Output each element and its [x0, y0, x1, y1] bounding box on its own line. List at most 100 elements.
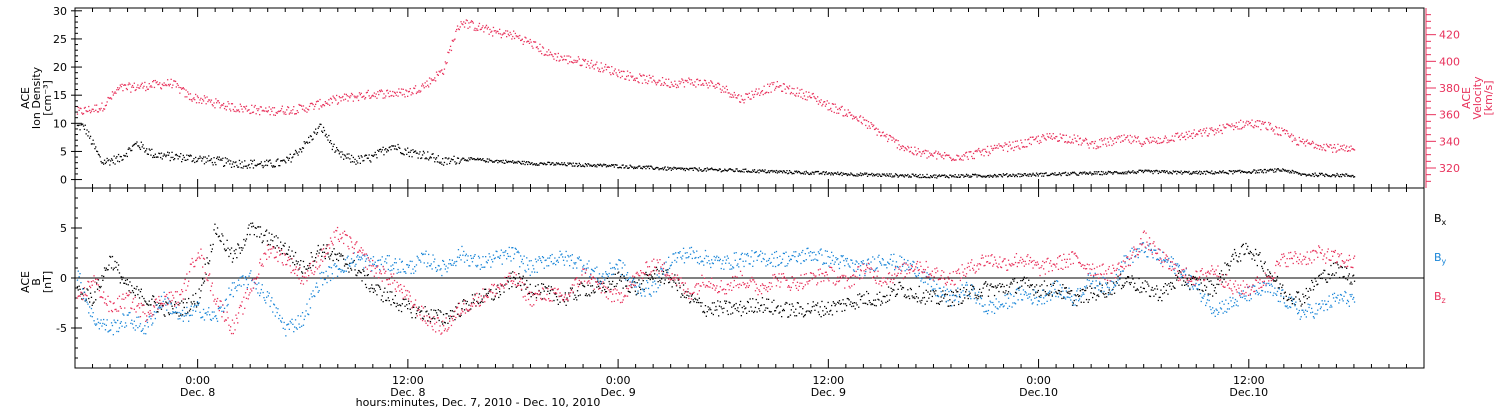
by-point	[398, 271, 400, 273]
bx-point	[845, 305, 848, 307]
density-point	[1208, 172, 1210, 174]
velocity-point	[114, 91, 116, 93]
by-point	[181, 315, 183, 317]
velocity-point	[927, 150, 929, 152]
bx-point	[181, 314, 184, 316]
bx-point	[1259, 252, 1261, 254]
density-point	[517, 160, 519, 162]
density-point	[1297, 171, 1299, 174]
bx-point	[113, 267, 115, 269]
velocity-point	[329, 104, 331, 106]
density-point	[1202, 173, 1204, 175]
bx-point	[1318, 275, 1320, 277]
density-point	[323, 129, 326, 132]
velocity-point	[1085, 137, 1087, 140]
density-point	[1334, 176, 1336, 178]
bx-point	[1170, 281, 1172, 284]
velocity-point	[1018, 147, 1020, 149]
velocity-point	[1042, 134, 1044, 136]
bx-point	[681, 293, 683, 295]
density-point	[1204, 170, 1206, 173]
velocity-point	[973, 157, 975, 160]
density-point	[740, 170, 742, 172]
by-point	[156, 304, 158, 306]
bx-point	[424, 306, 426, 308]
by-point	[255, 288, 257, 290]
density-point	[169, 159, 171, 162]
bx-point	[537, 284, 539, 286]
velocity-point	[518, 37, 520, 39]
bx-point	[1117, 275, 1119, 277]
velocity-axis-title-line: Velocity	[1471, 76, 1484, 120]
bx-point	[160, 308, 163, 310]
density-point	[743, 171, 745, 173]
velocity-point	[168, 85, 170, 87]
velocity-point	[412, 93, 414, 95]
density-point	[1259, 169, 1261, 171]
bx-point	[168, 313, 170, 316]
velocity-point	[489, 28, 491, 31]
bx-point	[970, 284, 972, 286]
density-point	[540, 162, 542, 164]
bx-point	[1353, 280, 1356, 282]
by-point	[381, 256, 383, 258]
velocity-point	[188, 98, 191, 101]
bx-point	[259, 226, 262, 228]
density-point	[1090, 172, 1092, 174]
by-point	[134, 329, 136, 331]
velocity-point	[692, 84, 694, 86]
velocity-point	[434, 77, 436, 79]
bx-point	[1275, 280, 1277, 282]
velocity-point	[146, 88, 149, 90]
density-point	[1092, 173, 1095, 175]
density-point	[725, 170, 728, 172]
velocity-point	[1023, 146, 1025, 148]
bx-point	[640, 288, 642, 291]
density-point	[597, 163, 599, 166]
bx-point	[654, 277, 657, 279]
density-point	[574, 165, 576, 167]
density-point	[170, 156, 172, 159]
density-point	[592, 164, 594, 166]
density-point	[580, 165, 582, 168]
density-point	[764, 169, 766, 171]
velocity-point	[1299, 140, 1301, 142]
density-point	[568, 163, 570, 165]
by-point	[466, 259, 468, 261]
density-point	[817, 170, 820, 173]
density-point	[1133, 172, 1135, 174]
density-point	[752, 169, 754, 171]
bx-point	[209, 244, 212, 246]
density-point	[637, 166, 639, 168]
bx-point	[1160, 289, 1162, 291]
velocity-point	[182, 87, 184, 89]
density-point	[381, 149, 383, 151]
density-point	[823, 171, 825, 173]
density-point	[768, 172, 771, 174]
density-point	[1295, 171, 1297, 173]
density-point	[903, 176, 905, 178]
density-point	[1255, 170, 1258, 172]
velocity-point	[457, 28, 460, 30]
velocity-point	[1295, 139, 1297, 141]
bx-point	[1283, 297, 1285, 300]
bx-point	[1013, 280, 1015, 282]
density-point	[477, 157, 479, 160]
by-point	[467, 255, 469, 257]
density-point	[1176, 173, 1178, 175]
density-point	[701, 170, 703, 172]
velocity-point	[1140, 143, 1142, 145]
bx-point	[308, 267, 310, 269]
velocity-point	[546, 51, 548, 53]
bx-point	[610, 288, 612, 291]
velocity-point	[760, 92, 762, 94]
velocity-point	[396, 91, 398, 93]
velocity-point	[469, 26, 471, 28]
bx-point	[1237, 261, 1239, 263]
by-point	[301, 312, 304, 314]
velocity-point	[1112, 140, 1114, 142]
by-point	[267, 295, 269, 297]
bx-point	[467, 310, 469, 312]
density-point	[1299, 173, 1301, 175]
density-point	[608, 164, 610, 167]
